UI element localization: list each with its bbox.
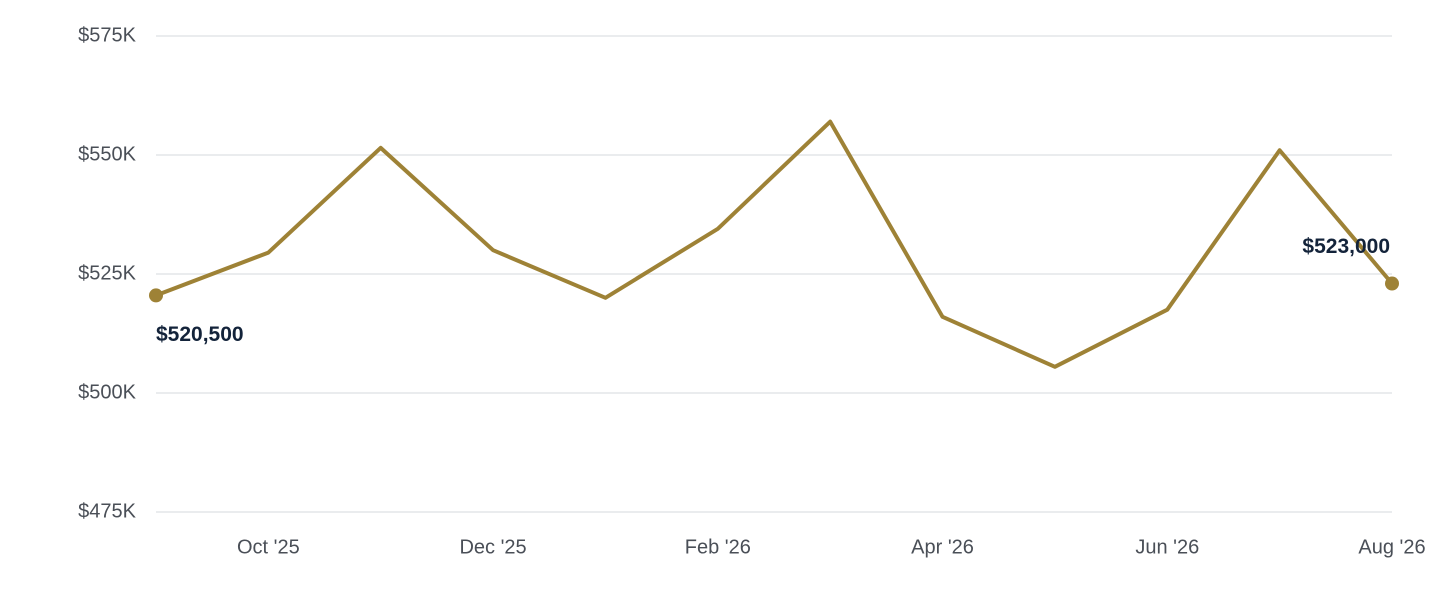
value-label: $520,500 (156, 323, 244, 346)
y-tick-label: $550K (78, 143, 136, 165)
x-tick-label: Apr '26 (911, 536, 974, 558)
y-tick-label: $525K (78, 262, 136, 284)
end-point (149, 288, 163, 303)
x-tick-label: Aug '26 (1358, 536, 1425, 558)
end-point (1385, 276, 1399, 291)
x-tick-label: Feb '26 (685, 536, 751, 558)
x-tick-label: Jun '26 (1135, 536, 1199, 558)
x-tick-label: Oct '25 (237, 536, 300, 558)
x-tick-label: Dec '25 (459, 536, 526, 558)
y-tick-label: $575K (78, 24, 136, 46)
data-line (155, 119, 1394, 369)
y-tick-label: $475K (78, 500, 136, 522)
y-tick-label: $500K (78, 381, 136, 403)
value-label: $523,000 (1302, 235, 1390, 258)
